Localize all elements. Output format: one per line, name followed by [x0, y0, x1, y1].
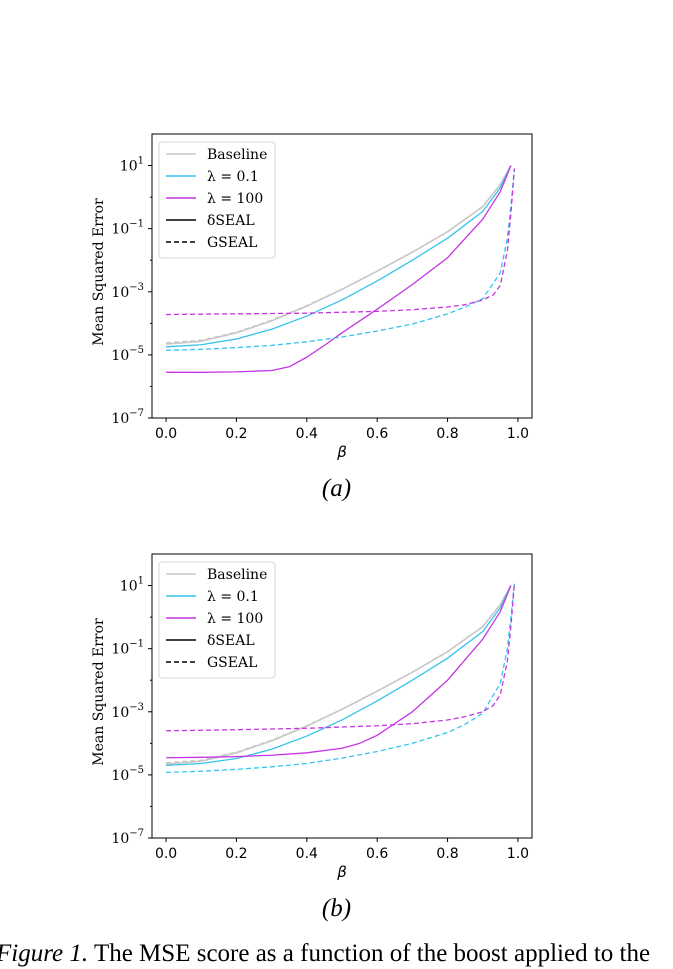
y-tick-label: 101 [120, 156, 144, 175]
y-axis-label: Mean Squared Error [91, 198, 107, 346]
x-tick-label: 0.8 [436, 846, 458, 862]
series-line-3 [166, 165, 512, 373]
y-tick-label: 10−5 [111, 345, 144, 364]
series-line-1 [166, 165, 512, 344]
y-tick-label: 10−3 [111, 282, 144, 301]
x-tick-label: 0.4 [296, 846, 318, 862]
legend-label: λ = 0.1 [207, 589, 259, 605]
series-line-2 [166, 165, 512, 348]
legend-label: δSEAL [207, 633, 255, 649]
x-tick-label: 0.8 [436, 426, 458, 442]
legend-label: λ = 100 [207, 191, 263, 207]
caption-label: Figure 1. [0, 940, 89, 967]
series-line-3 [166, 585, 512, 759]
series-line-2 [166, 585, 512, 767]
legend: Baseline λ = 0.1 λ = 100 δSEAL GSEAL [158, 561, 276, 679]
series-group [166, 165, 516, 373]
x-axis-label: β [336, 443, 347, 461]
x-tick-label: 1.0 [507, 426, 529, 442]
legend-label: δSEAL [207, 213, 255, 229]
x-tick-label: 0.2 [225, 846, 247, 862]
caption-text: The MSE score as a function of the boost… [93, 940, 651, 967]
chart-panel-a: 0.0 0.2 0.4 0.6 0.8 1.0 10−7 10−5 10−3 10−1 101 β Me… [91, 133, 533, 461]
y-tick-label: 10−5 [111, 765, 144, 784]
legend-label: λ = 100 [207, 611, 263, 627]
plot-frame [151, 553, 533, 839]
plot-frame [151, 133, 533, 419]
series-line-5 [166, 583, 516, 732]
x-tick-label: 0.6 [366, 426, 388, 442]
subcaption-b: (b) [321, 895, 352, 922]
y-axis-label: Mean Squared Error [91, 618, 107, 766]
y-tick-label: 10−1 [111, 639, 144, 658]
x-tick-label: 0.6 [366, 846, 388, 862]
x-tick-label: 0.0 [155, 846, 177, 862]
x-tick-label: 0.4 [296, 426, 318, 442]
x-axis-label: β [336, 863, 347, 881]
chart-panel-b: 0.0 0.2 0.4 0.6 0.8 1.0 10−7 10−5 10−3 10−1 101 β Me… [91, 553, 533, 881]
y-tick-label: 10−7 [111, 828, 144, 847]
y-tick-label: 10−7 [111, 408, 144, 427]
series-line-5 [166, 168, 516, 316]
subcaption-a: (a) [321, 475, 352, 502]
legend-box [158, 141, 276, 259]
legend-label: Baseline [207, 147, 267, 163]
y-tick-label: 10−1 [111, 219, 144, 238]
x-tick-label: 0.0 [155, 426, 177, 442]
x-tick-label: 1.0 [507, 846, 529, 862]
legend-label: GSEAL [207, 235, 257, 251]
series-group [166, 582, 516, 774]
y-tick-label: 10−3 [111, 702, 144, 721]
series-line-4 [166, 582, 516, 774]
series-line-4 [166, 168, 516, 351]
legend-label: λ = 0.1 [207, 169, 259, 185]
series-line-1 [166, 585, 512, 764]
legend: Baseline λ = 0.1 λ = 100 δSEAL GSEAL [158, 141, 276, 259]
legend-label: GSEAL [207, 655, 257, 671]
y-tick-label: 101 [120, 576, 144, 595]
legend-box [158, 561, 276, 679]
legend-label: Baseline [207, 567, 267, 583]
figure-caption: Figure 1. The MSE score as a function of… [0, 940, 650, 968]
x-tick-label: 0.2 [225, 426, 247, 442]
